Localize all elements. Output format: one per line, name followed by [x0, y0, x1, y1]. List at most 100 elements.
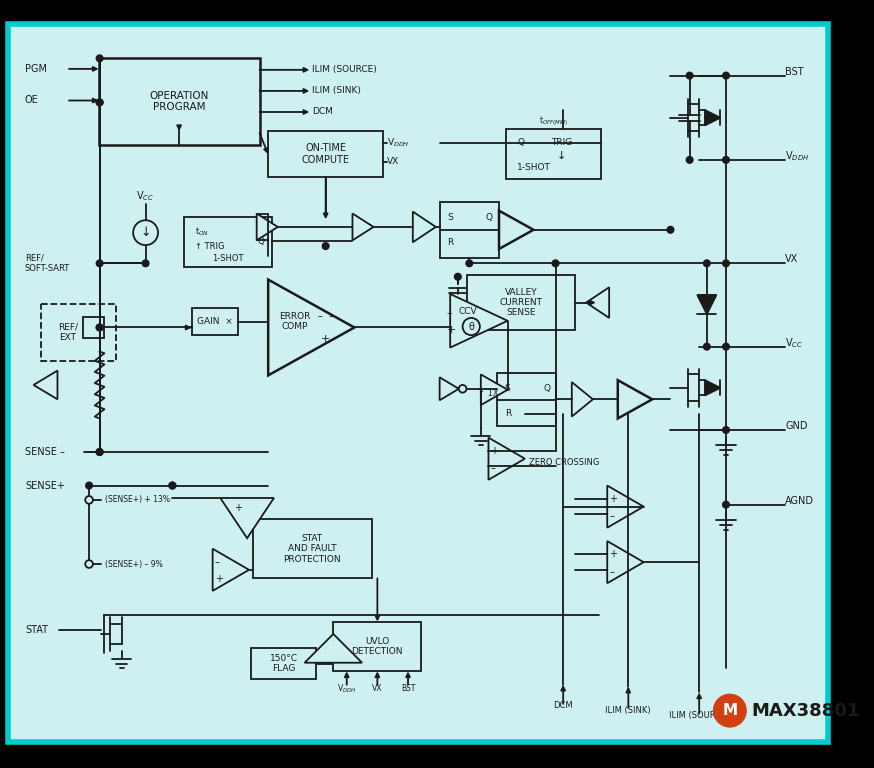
Text: (SENSE+) – 9%: (SENSE+) – 9% [106, 560, 163, 568]
Text: OE: OE [24, 95, 38, 105]
Polygon shape [618, 380, 652, 419]
Circle shape [142, 260, 149, 266]
Text: ↓: ↓ [557, 151, 566, 161]
Text: SENSE –: SENSE – [24, 447, 65, 457]
Text: +: + [490, 446, 498, 456]
Text: +: + [233, 502, 242, 512]
Text: DCM: DCM [553, 701, 573, 710]
Bar [333, 621, 421, 671]
Polygon shape [220, 498, 274, 538]
Text: –: – [609, 567, 614, 577]
Circle shape [96, 324, 103, 331]
Text: VX: VX [786, 254, 799, 264]
Text: –: – [609, 511, 614, 521]
Polygon shape [33, 371, 58, 399]
Text: +: + [609, 494, 617, 504]
Circle shape [704, 343, 711, 350]
Text: –: – [490, 463, 496, 473]
Bar [506, 129, 601, 179]
Circle shape [723, 157, 730, 164]
Circle shape [686, 72, 693, 79]
Text: ↑ TRIG: ↑ TRIG [196, 242, 225, 250]
Circle shape [133, 220, 158, 245]
Polygon shape [705, 110, 720, 125]
Polygon shape [268, 280, 354, 376]
Circle shape [466, 260, 473, 266]
Polygon shape [481, 375, 508, 405]
Polygon shape [413, 212, 436, 242]
Text: PGM: PGM [24, 64, 47, 74]
Bar [253, 519, 371, 578]
Circle shape [96, 99, 103, 106]
Text: S: S [447, 213, 453, 222]
Bar [468, 275, 575, 330]
Circle shape [686, 157, 693, 164]
Circle shape [96, 260, 103, 266]
Text: –  –: – – [317, 311, 334, 321]
Text: MAX38801: MAX38801 [751, 702, 859, 720]
Circle shape [723, 260, 730, 266]
Text: θ: θ [468, 322, 475, 332]
Polygon shape [304, 634, 362, 663]
Text: VX: VX [372, 684, 383, 693]
Text: SENSE+: SENSE+ [24, 481, 65, 491]
Text: ILIM (SOURCE): ILIM (SOURCE) [312, 65, 377, 74]
Text: R: R [447, 238, 454, 247]
Text: VX: VX [387, 157, 399, 167]
Circle shape [704, 260, 711, 266]
Text: GAIN  ×: GAIN × [197, 317, 232, 326]
Circle shape [667, 227, 674, 233]
Circle shape [96, 55, 103, 61]
Text: ILIM (SINK): ILIM (SINK) [312, 87, 361, 95]
Text: ↓: ↓ [141, 226, 151, 239]
Polygon shape [352, 214, 373, 240]
Circle shape [96, 99, 103, 106]
Polygon shape [499, 210, 533, 249]
Circle shape [96, 324, 103, 331]
Text: ZERO CROSSING: ZERO CROSSING [529, 458, 599, 467]
Bar [191, 308, 238, 335]
Text: Q: Q [517, 138, 524, 147]
Text: V$_{DDH}$: V$_{DDH}$ [786, 149, 809, 163]
Text: S: S [505, 384, 510, 393]
Circle shape [713, 694, 746, 727]
Bar [99, 58, 260, 144]
Text: –: – [447, 308, 452, 318]
Text: V$_{CC}$: V$_{CC}$ [136, 190, 155, 204]
Text: +: + [609, 549, 617, 559]
Text: STAT: STAT [24, 625, 48, 635]
Text: V$_{CC}$: V$_{CC}$ [786, 336, 803, 349]
Polygon shape [440, 377, 459, 400]
Circle shape [86, 560, 93, 568]
Text: ERROR
COMP: ERROR COMP [280, 312, 310, 332]
Circle shape [169, 482, 176, 489]
Polygon shape [572, 382, 593, 416]
Text: V$_{DDH}$: V$_{DDH}$ [337, 682, 357, 695]
Bar [251, 648, 316, 679]
Text: +: + [321, 334, 330, 344]
Text: DCM: DCM [312, 108, 333, 117]
Bar [497, 373, 557, 426]
Text: 150°C
FLAG: 150°C FLAG [269, 654, 297, 674]
Polygon shape [212, 549, 249, 591]
Circle shape [96, 449, 103, 455]
Text: Q: Q [486, 213, 493, 222]
Circle shape [96, 449, 103, 455]
Text: ILIM (SOURCE): ILIM (SOURCE) [669, 711, 730, 720]
Text: t$_{OFF (MIN)}$: t$_{OFF (MIN)}$ [539, 114, 568, 128]
Text: ON-TIME
COMPUTE: ON-TIME COMPUTE [302, 144, 350, 165]
Text: ILIM (SINK): ILIM (SINK) [606, 706, 651, 715]
Text: V$_{DDH}$: V$_{DDH}$ [387, 137, 410, 149]
Circle shape [723, 72, 730, 79]
Text: Q: Q [257, 237, 264, 246]
Text: M: M [722, 703, 738, 718]
Text: AGND: AGND [786, 496, 815, 506]
Circle shape [459, 385, 467, 392]
Circle shape [723, 502, 730, 508]
Text: +: + [447, 326, 455, 336]
Polygon shape [586, 287, 609, 318]
Text: BST: BST [786, 67, 804, 77]
Bar [83, 317, 104, 338]
Circle shape [454, 273, 461, 280]
Text: (SENSE+) + 13%: (SENSE+) + 13% [106, 495, 170, 505]
